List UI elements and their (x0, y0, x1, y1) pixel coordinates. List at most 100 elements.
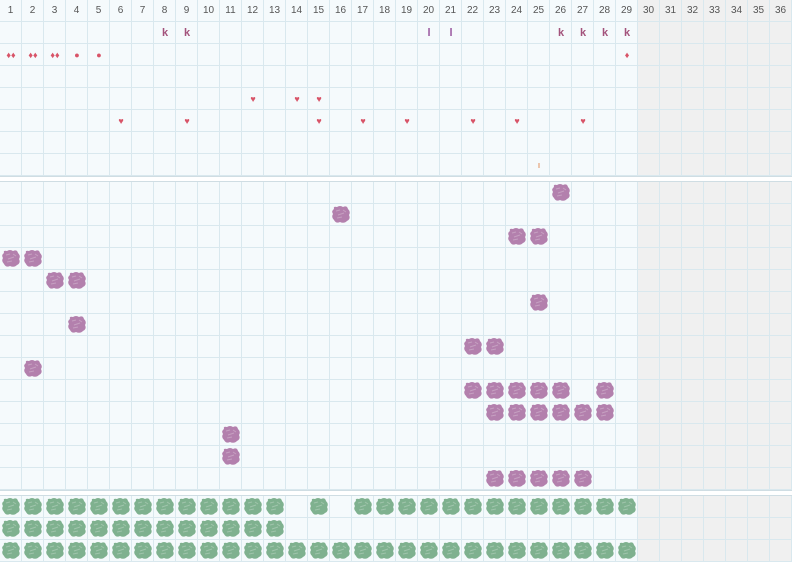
purple-row-cell[interactable] (726, 424, 748, 446)
purple-row-cell[interactable] (308, 226, 330, 248)
green-row-cell[interactable] (770, 518, 792, 540)
green-blob-marker[interactable] (177, 497, 197, 516)
symbol-cell[interactable] (594, 66, 616, 88)
purple-row-cell[interactable] (616, 270, 638, 292)
purple-row-cell[interactable] (396, 468, 418, 490)
purple-row-cell[interactable] (66, 226, 88, 248)
purple-row-cell[interactable] (0, 468, 22, 490)
purple-row-cell[interactable] (770, 226, 792, 248)
symbol-cell[interactable] (638, 110, 660, 132)
k-marker[interactable]: k (161, 26, 169, 39)
purple-row-cell[interactable] (506, 314, 528, 336)
purple-row-cell[interactable] (748, 204, 770, 226)
purple-row-cell[interactable] (154, 248, 176, 270)
green-blob-marker[interactable] (199, 497, 219, 516)
symbol-cell[interactable] (154, 154, 176, 176)
purple-row-cell[interactable] (616, 424, 638, 446)
symbol-cell[interactable] (484, 22, 506, 44)
purple-row-cell[interactable] (286, 314, 308, 336)
symbol-cell[interactable] (88, 132, 110, 154)
green-blob-marker[interactable] (419, 497, 439, 516)
green-blob-marker[interactable] (309, 541, 329, 560)
purple-row-cell[interactable] (418, 270, 440, 292)
symbol-cell[interactable] (44, 154, 66, 176)
symbol-cell[interactable] (550, 66, 572, 88)
purple-row-cell[interactable] (22, 468, 44, 490)
symbol-cell[interactable] (176, 154, 198, 176)
purple-blob-marker[interactable] (595, 381, 615, 400)
symbol-cell[interactable] (176, 66, 198, 88)
purple-row-cell[interactable] (704, 270, 726, 292)
green-blob-marker[interactable] (441, 497, 461, 516)
symbol-cell[interactable] (418, 88, 440, 110)
symbol-cell[interactable] (264, 88, 286, 110)
green-row-cell[interactable] (682, 496, 704, 518)
green-row-cell[interactable] (660, 496, 682, 518)
symbol-cell[interactable] (352, 110, 374, 132)
purple-row-cell[interactable] (374, 248, 396, 270)
green-blob-marker[interactable] (111, 497, 131, 516)
purple-row-cell[interactable] (572, 226, 594, 248)
purple-row-cell[interactable] (682, 270, 704, 292)
green-row-cell[interactable] (638, 518, 660, 540)
column-header-8[interactable]: 8 (154, 0, 176, 22)
symbol-cell[interactable] (154, 44, 176, 66)
purple-row-cell[interactable] (528, 336, 550, 358)
symbol-cell[interactable] (374, 66, 396, 88)
purple-row-cell[interactable] (704, 402, 726, 424)
purple-row-cell[interactable] (330, 402, 352, 424)
symbol-cell[interactable] (572, 44, 594, 66)
symbol-cell[interactable] (484, 66, 506, 88)
purple-row-cell[interactable] (44, 402, 66, 424)
purple-row-cell[interactable] (110, 182, 132, 204)
purple-row-cell[interactable] (110, 314, 132, 336)
green-row-cell[interactable] (726, 496, 748, 518)
purple-row-cell[interactable] (418, 292, 440, 314)
purple-row-cell[interactable] (726, 358, 748, 380)
symbol-cell[interactable] (286, 132, 308, 154)
symbol-cell[interactable] (88, 154, 110, 176)
purple-row-cell[interactable] (330, 314, 352, 336)
purple-row-cell[interactable] (748, 182, 770, 204)
green-row-cell[interactable] (484, 518, 506, 540)
purple-row-cell[interactable] (110, 468, 132, 490)
purple-row-cell[interactable] (44, 336, 66, 358)
purple-row-cell[interactable] (770, 248, 792, 270)
symbol-cell[interactable] (726, 66, 748, 88)
symbol-cell[interactable] (0, 44, 22, 66)
symbol-cell[interactable] (308, 88, 330, 110)
purple-row-cell[interactable] (550, 248, 572, 270)
purple-row-cell[interactable] (198, 380, 220, 402)
purple-row-cell[interactable] (198, 204, 220, 226)
purple-row-cell[interactable] (132, 204, 154, 226)
column-header-24[interactable]: 24 (506, 0, 528, 22)
symbol-cell[interactable] (682, 22, 704, 44)
green-row-cell[interactable] (704, 540, 726, 562)
green-blob-marker[interactable] (551, 497, 571, 516)
symbol-cell[interactable] (110, 154, 132, 176)
purple-row-cell[interactable] (154, 446, 176, 468)
green-blob-marker[interactable] (419, 541, 439, 560)
purple-blob-marker[interactable] (221, 447, 241, 466)
purple-row-cell[interactable] (88, 380, 110, 402)
symbol-cell[interactable] (88, 44, 110, 66)
column-header-21[interactable]: 21 (440, 0, 462, 22)
symbol-cell[interactable] (330, 44, 352, 66)
purple-row-cell[interactable] (726, 402, 748, 424)
symbol-cell[interactable] (682, 88, 704, 110)
l-marker[interactable]: l (427, 26, 431, 39)
purple-row-cell[interactable] (22, 204, 44, 226)
purple-row-cell[interactable] (88, 358, 110, 380)
purple-row-cell[interactable] (198, 402, 220, 424)
purple-row-cell[interactable] (748, 380, 770, 402)
green-row-cell[interactable] (748, 518, 770, 540)
symbol-cell[interactable] (242, 44, 264, 66)
green-blob-marker[interactable] (353, 541, 373, 560)
purple-row-cell[interactable] (594, 336, 616, 358)
purple-row-cell[interactable] (66, 402, 88, 424)
symbol-cell[interactable] (330, 154, 352, 176)
green-row-cell[interactable] (440, 518, 462, 540)
purple-row-cell[interactable] (418, 358, 440, 380)
green-row-cell[interactable] (352, 518, 374, 540)
green-blob-marker[interactable] (221, 541, 241, 560)
